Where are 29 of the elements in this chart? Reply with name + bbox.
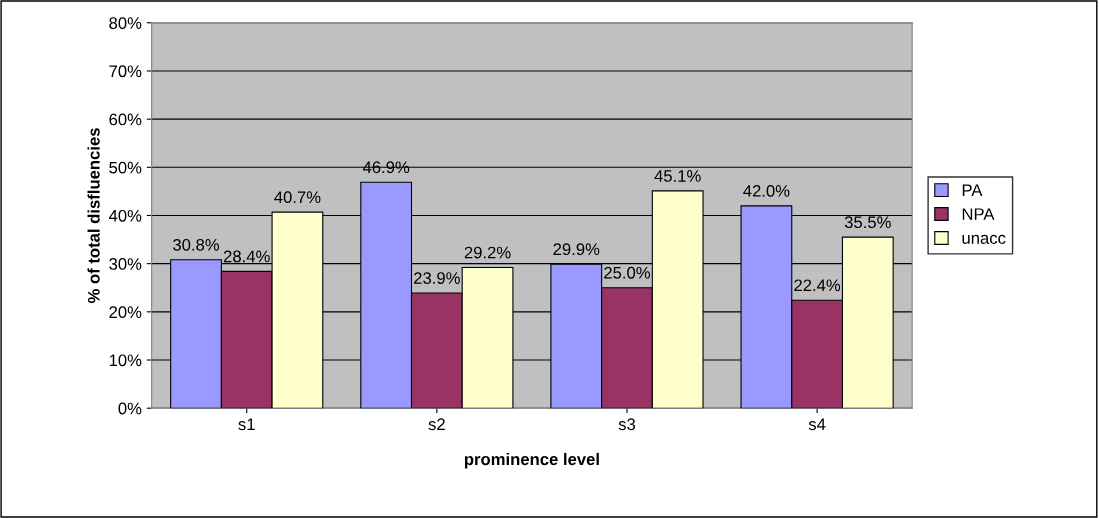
y-tick-label: 70%: [109, 65, 142, 78]
data-label: 25.0%: [604, 266, 651, 279]
data-label: 30.8%: [173, 238, 220, 251]
data-label: 40.7%: [274, 191, 321, 204]
x-axis-title: prominence level: [464, 452, 599, 469]
legend-label: unacc: [962, 234, 1006, 244]
legend-label: NPA: [962, 208, 995, 220]
data-label: 35.5%: [844, 216, 891, 229]
x-tick-label: s4: [808, 418, 826, 431]
y-tick-label: 60%: [109, 113, 142, 126]
y-tick-label: 20%: [109, 306, 142, 319]
y-tick-label: 0%: [118, 402, 142, 415]
data-label: 45.1%: [654, 170, 701, 182]
data-label: 29.9%: [553, 243, 600, 256]
data-label: 28.4%: [223, 250, 270, 263]
data-label: 22.4%: [794, 279, 841, 292]
x-tick-label: s2: [428, 418, 445, 431]
x-tick-label: s3: [618, 418, 636, 431]
data-label: 42.0%: [743, 184, 790, 197]
data-label: 29.2%: [464, 246, 511, 259]
y-tick-label: 30%: [109, 258, 142, 270]
y-axis-title: % of total disfluencies: [87, 128, 100, 304]
x-tick-label: s1: [238, 418, 255, 431]
y-tick-label: 40%: [108, 209, 142, 222]
y-tick-label: 80%: [109, 17, 142, 29]
data-label: 23.9%: [414, 272, 460, 284]
legend-label: PA: [962, 184, 983, 196]
y-tick-label: 50%: [109, 161, 142, 174]
y-tick-label: 10%: [109, 354, 142, 367]
